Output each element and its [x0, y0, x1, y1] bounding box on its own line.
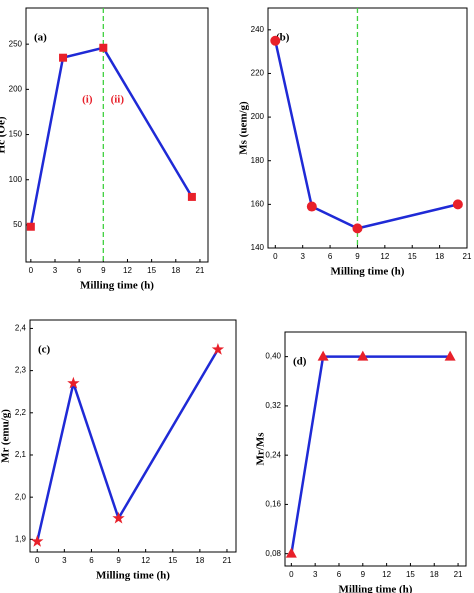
x-tick-label: 15: [406, 570, 415, 579]
y-tick-label: 140: [251, 243, 265, 252]
y-tick-label: 0,40: [265, 352, 281, 361]
marker: [59, 53, 68, 62]
x-tick-label: 18: [430, 570, 439, 579]
x-tick-label: 12: [123, 266, 132, 275]
y-tick-label: 180: [251, 156, 265, 165]
y-tick-label: 200: [251, 112, 265, 121]
marker: [444, 350, 456, 361]
marker: [211, 343, 225, 355]
y-tick-label: 0,08: [265, 549, 281, 558]
marker: [99, 43, 108, 52]
annotation: (i): [82, 93, 93, 105]
x-tick-label: 18: [435, 252, 444, 261]
x-tick-label: 0: [289, 570, 294, 579]
data-line: [35, 348, 219, 542]
x-tick-label: 15: [408, 252, 417, 261]
x-tick-label: 9: [101, 266, 106, 275]
y-axis-label: Ms (uem/g): [238, 101, 250, 155]
x-tick-label: 12: [382, 570, 391, 579]
x-tick-label: 9: [361, 570, 366, 579]
y-tick-label: 250: [9, 39, 23, 48]
x-tick-label: 18: [195, 556, 204, 565]
y-tick-label: 100: [9, 175, 23, 184]
panel-label: (c): [38, 344, 51, 356]
x-axis-label: Milling time (h): [331, 266, 405, 278]
y-tick-label: 2,2: [15, 408, 27, 417]
y-axis-label: Hc (Oe): [0, 116, 8, 153]
x-tick-label: 0: [273, 252, 278, 261]
marker: [452, 199, 463, 210]
y-tick-label: 0,32: [265, 401, 281, 410]
marker: [31, 535, 44, 547]
marker: [352, 223, 363, 234]
data-line: [29, 46, 193, 227]
x-tick-label: 6: [77, 266, 82, 275]
plot-frame: [284, 331, 467, 567]
data-line: [274, 40, 459, 230]
x-tick-label: 15: [147, 266, 156, 275]
x-tick-label: 12: [141, 556, 150, 565]
y-tick-label: 50: [13, 220, 22, 229]
y-tick-label: 2,4: [15, 324, 27, 333]
y-tick-label: 2,1: [15, 450, 27, 459]
y-tick-label: 220: [251, 69, 265, 78]
x-axis-label: Milling time (h): [80, 280, 154, 292]
y-axis-label: Mr (emu/g): [0, 409, 12, 463]
x-tick-label: 0: [35, 556, 40, 565]
marker: [112, 511, 125, 524]
panel-label: (a): [34, 32, 47, 44]
marker: [187, 192, 196, 201]
y-tick-label: 200: [9, 84, 23, 93]
x-tick-label: 3: [313, 570, 318, 579]
x-tick-label: 12: [380, 252, 389, 261]
y-tick-label: 1,9: [15, 534, 27, 543]
marker: [26, 222, 35, 231]
y-tick-label: 2,3: [15, 366, 27, 375]
y-tick-label: 150: [9, 130, 23, 139]
x-tick-label: 3: [62, 556, 67, 565]
y-axis-label: Mr/Ms: [255, 432, 267, 466]
x-tick-label: 9: [116, 556, 121, 565]
x-tick-label: 6: [89, 556, 94, 565]
x-tick-label: 21: [463, 252, 472, 261]
panel-label: (d): [293, 356, 307, 368]
x-axis-label: Milling time (h): [96, 570, 170, 582]
x-tick-label: 15: [168, 556, 177, 565]
y-tick-label: 2,0: [15, 492, 27, 501]
x-tick-label: 3: [300, 252, 305, 261]
y-tick-label: 240: [251, 25, 265, 34]
x-tick-label: 21: [195, 266, 204, 275]
marker: [67, 376, 80, 389]
y-tick-label: 160: [251, 199, 265, 208]
x-tick-label: 9: [355, 252, 360, 261]
annotation: (ii): [111, 93, 125, 105]
plot-frame: [25, 7, 209, 263]
x-axis-label: Milling time (h): [339, 584, 413, 593]
marker: [285, 547, 297, 558]
x-tick-label: 6: [337, 570, 342, 579]
x-tick-label: 21: [454, 570, 463, 579]
x-tick-label: 0: [29, 266, 34, 275]
marker: [357, 350, 369, 361]
x-tick-label: 3: [53, 266, 58, 275]
x-tick-label: 6: [328, 252, 333, 261]
marker: [270, 35, 281, 46]
plot-frame: [29, 319, 237, 553]
data-line: [290, 355, 451, 554]
marker: [317, 350, 329, 361]
y-tick-label: 0,16: [265, 500, 281, 509]
x-tick-label: 21: [223, 556, 232, 565]
plot-frame: [267, 7, 468, 249]
y-tick-label: 0,24: [265, 450, 281, 459]
marker: [306, 201, 317, 212]
x-tick-label: 18: [171, 266, 180, 275]
